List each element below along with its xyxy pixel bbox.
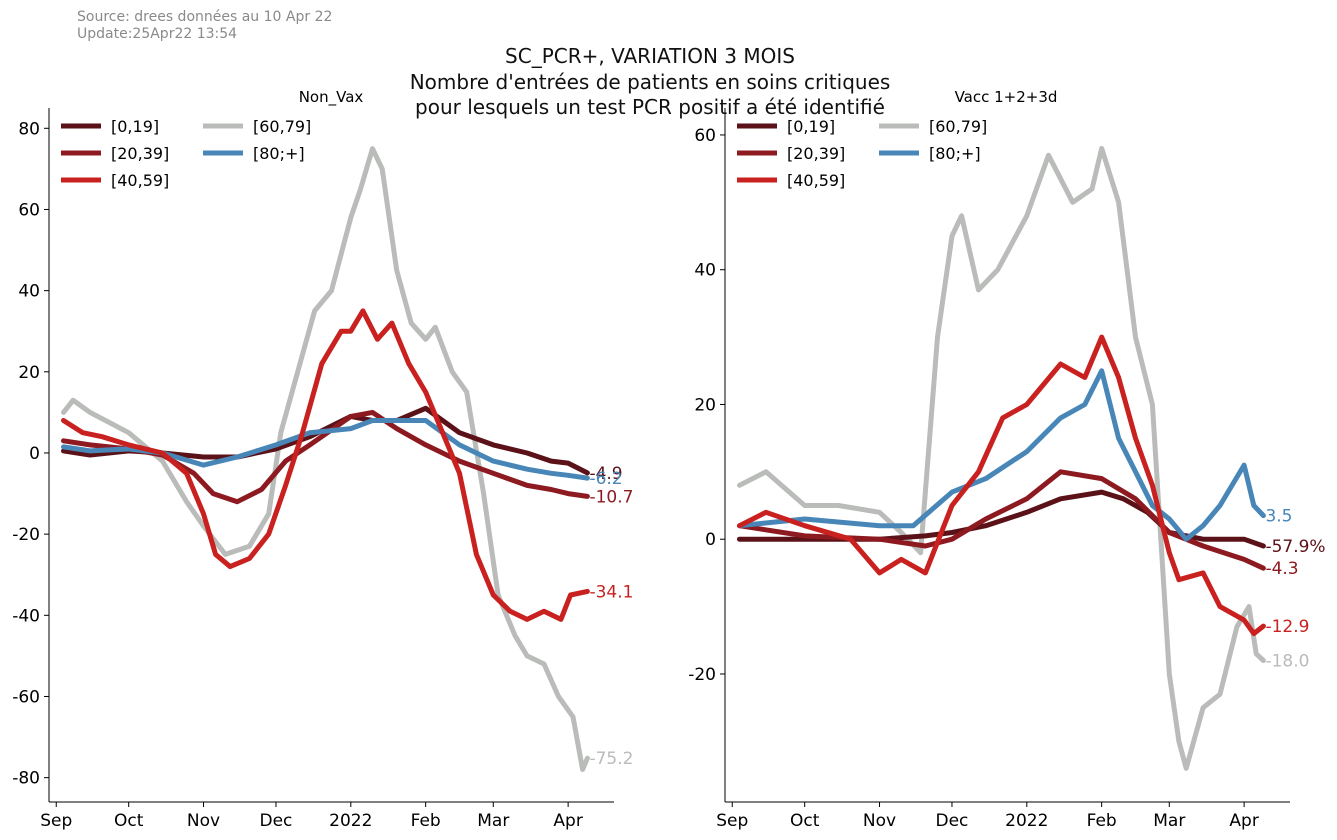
- nonvax-y-tick-label: 80: [18, 119, 40, 139]
- nonvax-subplot-title: Non_Vax: [299, 88, 364, 107]
- vacc-series-20-39-line: [737, 469, 1266, 571]
- nonvax-x-tick-label: Nov: [187, 811, 220, 831]
- vacc-legend-label-20-39: [20,39]: [787, 144, 845, 163]
- nonvax-y-tick-label: -40: [12, 606, 40, 626]
- nonvax-end-label-20-39: -10.7: [589, 487, 633, 507]
- vacc-series-80-line: [737, 368, 1266, 542]
- vacc-x-tick-label: Sep: [716, 811, 748, 831]
- vacc-legend-label-80: [80;+]: [929, 144, 981, 163]
- vacc-y-tick-label: 20: [694, 395, 716, 415]
- nonvax-legend-label-20-39: [20,39]: [111, 144, 169, 163]
- vacc-end-label-60-79: -18.0: [1265, 652, 1309, 672]
- figure-title-line-1: SC_PCR+, VARIATION 3 MOIS: [505, 44, 795, 68]
- nonvax-y-tick-label: 60: [18, 200, 40, 220]
- figure-title-line-3: pour lesquels un test PCR positif a été …: [415, 95, 885, 119]
- vacc-subplot-title: Vacc 1+2+3d: [955, 88, 1058, 106]
- nonvax-legend-label-40-59: [40,59]: [111, 171, 169, 190]
- update-note: Update:25Apr22 13:54: [77, 26, 238, 42]
- nonvax-x-tick-label: Sep: [40, 811, 72, 831]
- nonvax-x-tick-label: Dec: [260, 811, 293, 831]
- nonvax-y-tick-label: -80: [12, 769, 40, 789]
- nonvax-y-tick-label: -20: [12, 525, 40, 545]
- vacc-x-tick-label: Dec: [936, 811, 969, 831]
- vacc-series-40-59-line: [737, 334, 1266, 637]
- vacc-end-label-0-19: -57.9%: [1265, 537, 1325, 557]
- source-note: Source: drees données au 10 Apr 22: [77, 9, 333, 25]
- vacc-legend-label-60-79: [60,79]: [929, 117, 987, 136]
- vacc-y-tick-label: -20: [688, 665, 716, 685]
- vacc-end-label-80: 3.5: [1265, 507, 1292, 527]
- nonvax-y-tick-label: 20: [18, 363, 40, 383]
- vacc-x-tick-label: Nov: [863, 811, 896, 831]
- nonvax-end-label-0-19: -4.9: [589, 464, 622, 484]
- nonvax-series-40-59-line: [61, 308, 590, 622]
- vacc-y-tick-label: 60: [694, 126, 716, 146]
- nonvax-x-tick-label: 2022: [329, 811, 372, 831]
- vacc-series-60-79-line: [737, 145, 1266, 771]
- vacc-legend-label-0-19: [0,19]: [787, 117, 835, 136]
- vacc-end-label-20-39: -4.3: [1265, 559, 1298, 579]
- vacc-y-tick-label: 40: [694, 261, 716, 281]
- nonvax-series-60-79-line: [61, 146, 590, 772]
- nonvax-x-tick-label: Apr: [553, 811, 582, 831]
- nonvax-y-tick-label: 0: [29, 444, 40, 464]
- nonvax-x-tick-label: Mar: [477, 811, 509, 831]
- vacc-x-tick-label: 2022: [1005, 811, 1048, 831]
- nonvax-end-label-40-59: -34.1: [589, 582, 633, 602]
- vacc-y-tick-label: 0: [705, 530, 716, 550]
- figure-title-line-2: Nombre d'entrées de patients en soins cr…: [409, 70, 891, 94]
- nonvax-legend-label-0-19: [0,19]: [111, 117, 159, 136]
- nonvax-y-tick-label: 40: [18, 282, 40, 302]
- vacc-x-tick-label: Feb: [1087, 811, 1117, 831]
- nonvax-y-tick-label: -60: [12, 687, 40, 707]
- nonvax-x-tick-label: Oct: [114, 811, 144, 831]
- vacc-x-tick-label: Mar: [1153, 811, 1185, 831]
- nonvax-legend-label-60-79: [60,79]: [253, 117, 311, 136]
- vacc-x-tick-label: Apr: [1229, 811, 1258, 831]
- vacc-x-tick-label: Oct: [790, 811, 820, 831]
- vacc-legend-label-40-59: [40,59]: [787, 171, 845, 190]
- nonvax-end-label-60-79: -75.2: [589, 749, 633, 769]
- nonvax-end-label-80: -6.2: [589, 469, 622, 489]
- vacc-end-label-40-59: -12.9: [1265, 617, 1309, 637]
- nonvax-legend-label-80: [80;+]: [253, 144, 305, 163]
- nonvax-x-tick-label: Feb: [411, 811, 441, 831]
